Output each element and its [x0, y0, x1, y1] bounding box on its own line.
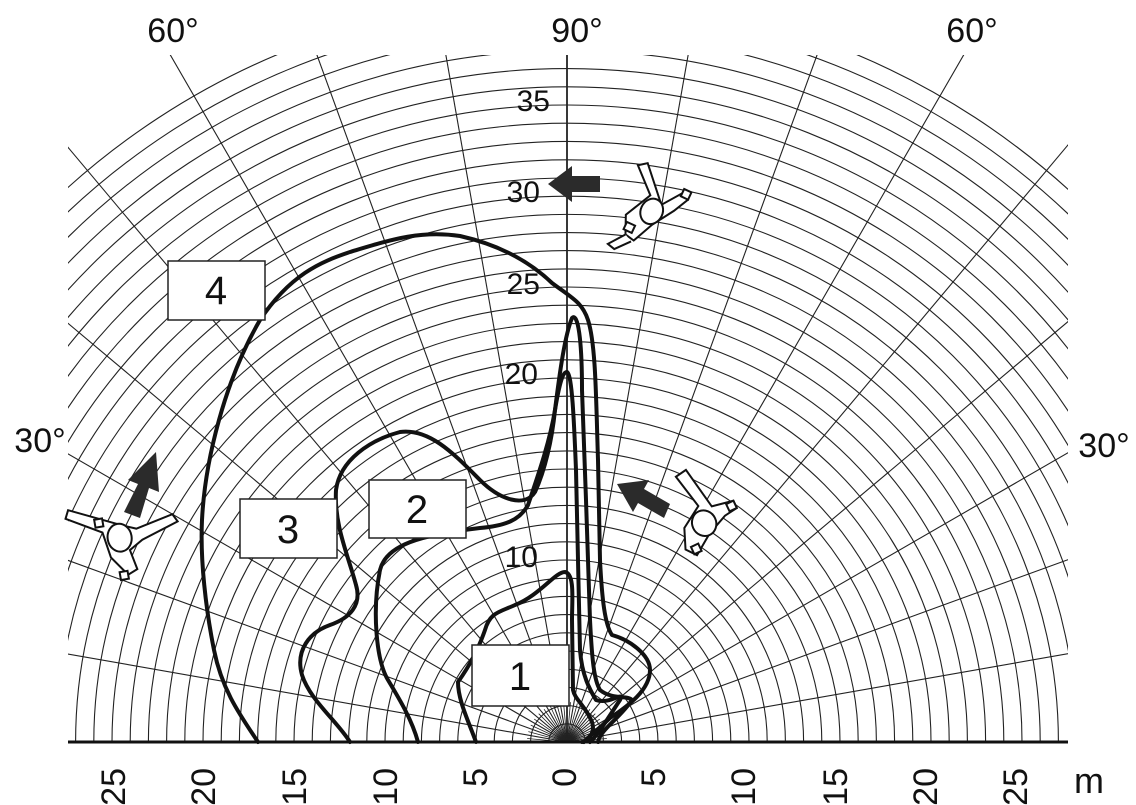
- person-head: [106, 522, 133, 553]
- curve-zone-1: [456, 570, 595, 744]
- zone-box-3-rect: [239, 498, 338, 559]
- y-tick-25: 25: [507, 268, 540, 301]
- arrows: [124, 166, 670, 518]
- detection-curves: [199, 232, 652, 744]
- x-tick-label: 25: [997, 768, 1035, 805]
- person-top-view-icon: [606, 162, 693, 251]
- zone-box-1-rect: [471, 644, 570, 707]
- grid-ray: [68, 322, 568, 742]
- grid-ray: [566, 55, 689, 742]
- grid-ray-minor: [556, 703, 568, 742]
- person-hand: [724, 499, 739, 513]
- grid-ray: [566, 55, 965, 742]
- grid-ray-minor: [566, 703, 578, 742]
- arrow-icon: [124, 452, 159, 518]
- polar-grid: [68, 55, 1068, 742]
- angle-label-60-left: 60°: [147, 12, 198, 50]
- angle-label-30-left: 30°: [14, 422, 65, 460]
- person-head: [639, 197, 665, 226]
- zone-box-1: 1: [471, 644, 570, 707]
- grid-ray-minor: [566, 705, 585, 742]
- y-tick-30: 30: [507, 176, 540, 209]
- y-tick-10: 10: [505, 541, 538, 574]
- grid-ray-minor: [566, 702, 571, 742]
- x-tick-label: 0: [546, 768, 584, 787]
- x-axis-labels: 25 20 15 10 5 0 5 10 15 20 25: [95, 768, 1035, 805]
- grid-ray: [445, 55, 568, 742]
- grid-ray: [566, 653, 1068, 742]
- person-hand: [689, 542, 703, 556]
- person-hand: [679, 187, 693, 201]
- grid-ray: [566, 144, 1068, 742]
- curve-zone-3: [298, 315, 634, 744]
- curve-zone-4: [199, 232, 652, 744]
- person-top-view-icon: [64, 508, 180, 582]
- x-tick-label: 25: [95, 768, 133, 805]
- zone-label-3: 3: [277, 508, 299, 552]
- grid-ray-minor: [530, 724, 568, 742]
- angle-labels: 90° 60° 60° 30° 30°: [14, 12, 1129, 465]
- x-tick-label: 5: [457, 768, 495, 787]
- x-tick-label: 20: [185, 768, 223, 805]
- grid-ray: [316, 55, 568, 742]
- person-leg: [606, 233, 632, 251]
- x-tick-label: 10: [367, 768, 405, 805]
- x-axis-unit: m: [1074, 760, 1104, 801]
- grid-ray: [566, 320, 1068, 742]
- grid-arc: [68, 55, 1068, 241]
- grid-ray: [566, 55, 818, 742]
- x-tick-label: 5: [635, 768, 673, 787]
- arrow-icon: [617, 480, 670, 518]
- grid-ray: [566, 452, 1068, 742]
- y-tick-20: 20: [505, 358, 538, 391]
- person-top-view-icon: [674, 468, 739, 557]
- x-tick-label: 15: [276, 768, 314, 805]
- grid-ray-minor: [563, 702, 568, 742]
- person-hand: [622, 220, 637, 235]
- grid-ray-minor: [534, 718, 568, 742]
- y-axis-labels: 35 30 25 20 10: [505, 85, 550, 574]
- grid-ray: [68, 559, 568, 742]
- x-tick-label: 20: [907, 768, 945, 805]
- zone-box-2: 2: [368, 479, 467, 539]
- grid-ray: [169, 55, 568, 742]
- angle-label-90: 90°: [551, 12, 602, 50]
- y-tick-35: 35: [517, 85, 550, 118]
- angle-label-60-right: 60°: [946, 12, 997, 50]
- zone-label-4: 4: [205, 269, 227, 313]
- zone-box-3: 3: [239, 498, 338, 559]
- x-tick-label: 10: [725, 768, 763, 805]
- x-tick-label: 15: [817, 768, 855, 805]
- grid-ray-minor: [538, 713, 568, 742]
- person-hand: [118, 569, 131, 582]
- zone-box-2-rect: [368, 479, 467, 539]
- grid-ray: [68, 146, 568, 742]
- arrow-icon: [548, 166, 600, 202]
- angle-label-30-right: 30°: [1078, 427, 1129, 465]
- person-hand: [92, 517, 105, 529]
- grid-ray-minor: [543, 709, 568, 742]
- zone-label-2: 2: [406, 488, 428, 532]
- grid-ray-minor: [528, 731, 568, 742]
- zone-label-1: 1: [509, 655, 531, 699]
- person-head: [690, 509, 718, 538]
- grid-ray-minor: [549, 705, 568, 742]
- zone-box-4: 4: [167, 260, 266, 321]
- grid-ray: [566, 559, 1068, 742]
- zone-box-4-rect: [167, 260, 266, 321]
